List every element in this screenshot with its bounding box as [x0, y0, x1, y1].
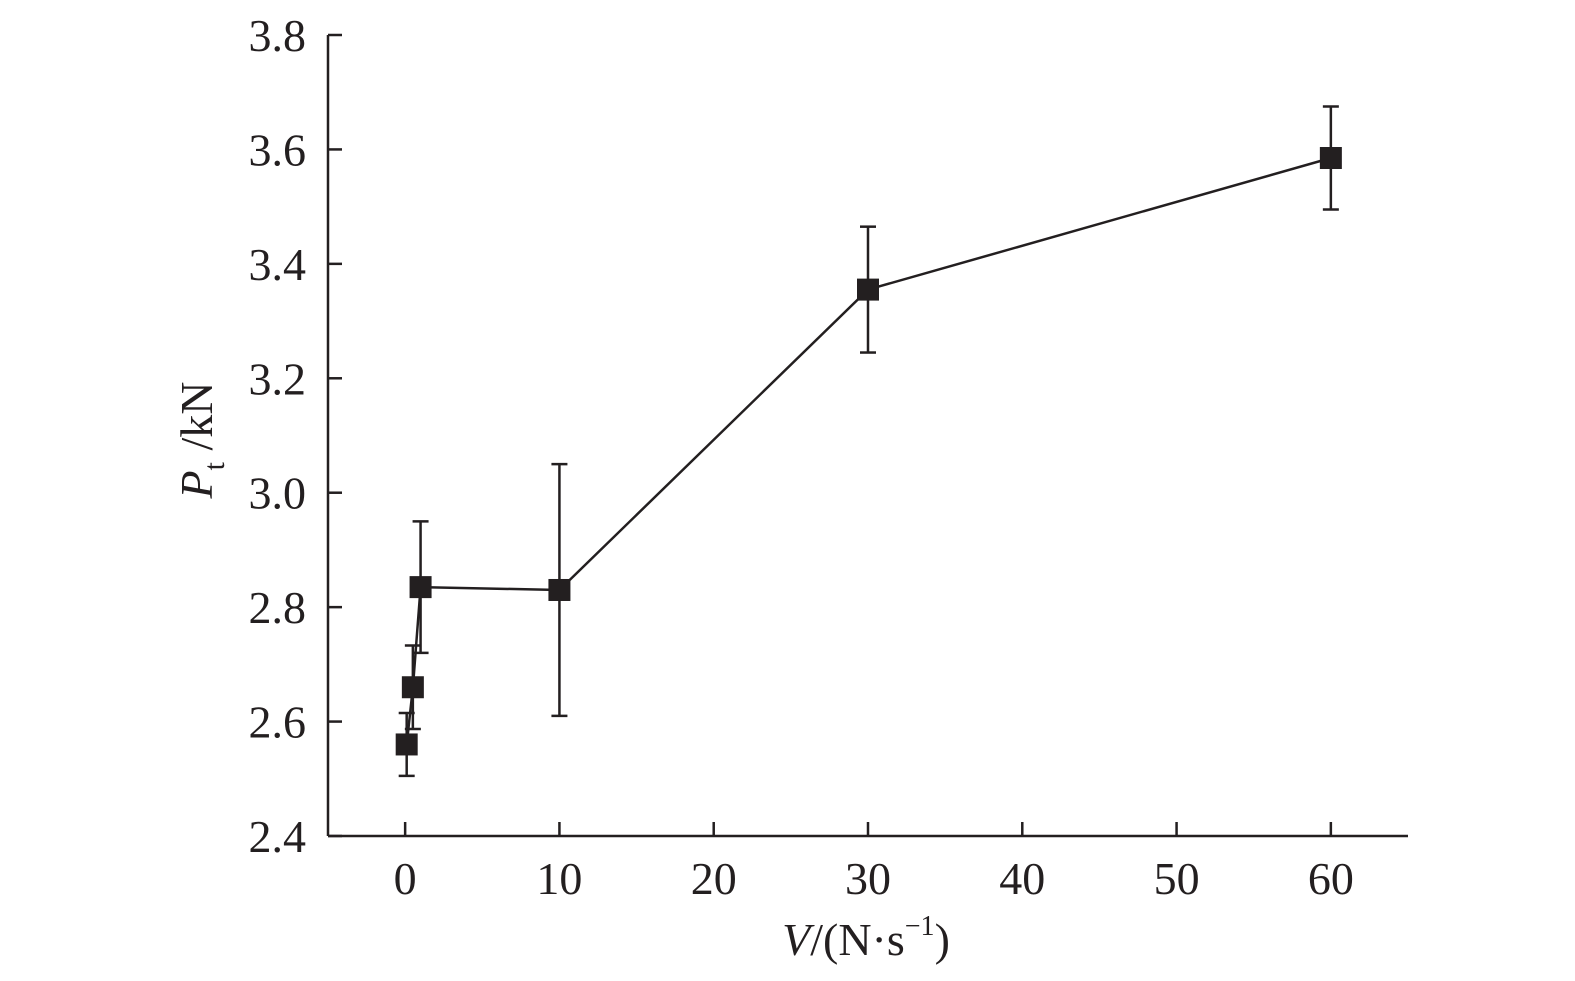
y-tick-label: 2.4 [249, 811, 307, 862]
data-series [395, 105, 1342, 778]
data-point-marker [548, 578, 571, 601]
y-axis-label-unit: /kN [171, 382, 222, 463]
y-axis-label: Pt /kN [171, 382, 231, 500]
y-axis-label-sub: t [198, 461, 231, 470]
x-axis-label-close: ) [935, 914, 950, 965]
x-axis-label: V/(N·s−1) [782, 911, 950, 965]
data-point-marker [857, 278, 879, 301]
x-tick-label: 30 [845, 853, 891, 904]
y-axis-label-var: P [171, 470, 222, 499]
x-tick-label: 20 [691, 853, 737, 904]
y-tick-label: 3.2 [249, 353, 307, 404]
y-tick-label: 3.4 [249, 239, 307, 290]
y-tick-label: 3.6 [249, 124, 307, 175]
axes: 2.4 2.6 2.8 3.0 3.2 3.4 3.6 3.8 0 10 20 30 40 50 60 [249, 10, 1408, 904]
y-tick-label: 2.8 [249, 582, 307, 633]
data-point-marker [395, 733, 418, 756]
y-tick-label: 3.8 [249, 10, 307, 61]
x-axis-label-exp: −1 [905, 911, 935, 942]
x-axis-label-unit: /(N·s [810, 914, 905, 965]
x-tick-label: 60 [1308, 853, 1354, 904]
x-tick-label: 50 [1154, 853, 1200, 904]
y-tick-label: 2.6 [249, 697, 307, 748]
y-tick-label: 3.0 [249, 468, 307, 519]
x-tick-label: 40 [999, 853, 1045, 904]
data-point-marker [1319, 147, 1342, 170]
x-axis-label-var: V [782, 914, 815, 965]
data-point-marker [401, 676, 424, 699]
x-tick-label: 10 [536, 853, 582, 904]
x-tick-label: 0 [394, 853, 417, 904]
data-point-marker [409, 576, 432, 599]
